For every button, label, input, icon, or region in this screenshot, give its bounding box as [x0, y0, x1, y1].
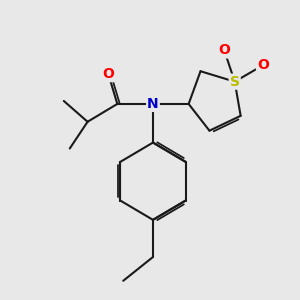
Text: O: O — [218, 44, 230, 57]
Text: S: S — [230, 75, 240, 88]
Text: N: N — [147, 97, 159, 111]
Text: O: O — [103, 67, 114, 81]
Text: O: O — [257, 58, 269, 72]
